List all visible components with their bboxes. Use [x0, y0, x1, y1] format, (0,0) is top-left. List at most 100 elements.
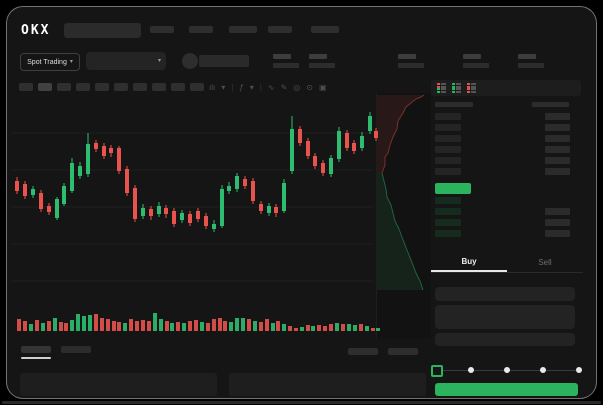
line-tool-icon[interactable]: ∿	[267, 82, 275, 92]
toolbar-divider: |	[259, 82, 262, 92]
amount-field[interactable]	[435, 305, 575, 329]
ask-row[interactable]	[431, 146, 583, 154]
ask-price-bar	[435, 113, 461, 120]
slider-stop-1[interactable]	[468, 367, 474, 373]
ticker-stat-value-3	[398, 63, 424, 68]
ticker-stat-label-4	[463, 54, 481, 59]
tab-sell[interactable]: Sell	[538, 257, 552, 267]
timeframe-button-8[interactable]	[152, 83, 166, 91]
ask-amount-bar	[545, 168, 570, 175]
total-field[interactable]	[435, 333, 575, 346]
bid-row[interactable]	[431, 230, 583, 238]
orderbook-col-header-price	[435, 102, 473, 107]
book-bids-icon[interactable]	[452, 83, 463, 93]
chart-tools: ılı ▾ | ƒ ▾ | ∿ ✎ ◎ ⊙ ▣	[209, 81, 327, 93]
ticker-stat-value-4	[463, 63, 489, 68]
open-orders-panel	[20, 373, 217, 396]
settings-icon[interactable]: ⊙	[306, 82, 313, 92]
ask-amount-bar	[545, 135, 570, 142]
bid-price-bar	[435, 208, 461, 215]
chart-footer-toggle-1[interactable]	[348, 348, 378, 355]
chevron-down-icon[interactable]: ▾	[249, 82, 254, 92]
pair-selector-dropdown[interactable]: ▾	[86, 52, 166, 70]
bid-amount-bar	[545, 208, 570, 215]
coin-icon	[182, 53, 198, 69]
ticker-stat-label-2	[309, 54, 327, 59]
bid-row[interactable]	[431, 219, 583, 227]
chevron-down-icon: ▾	[69, 59, 73, 65]
ask-row[interactable]	[431, 168, 583, 176]
ask-price-bar	[435, 157, 461, 164]
nav-item-5[interactable]	[311, 26, 339, 33]
bid-price-bar	[435, 230, 461, 237]
bid-row[interactable]	[431, 197, 583, 205]
bid-amount-bar	[545, 219, 570, 226]
order-history-panel	[229, 373, 426, 396]
chevron-down-icon: ▾	[157, 58, 161, 64]
ask-amount-bar	[545, 157, 570, 164]
ask-price-bar	[435, 124, 461, 131]
bottom-tab-2[interactable]	[61, 346, 91, 353]
orderbook-col-header-amount	[532, 102, 569, 107]
slider-stop-2[interactable]	[504, 367, 510, 373]
orderbook-view-toggle-row	[431, 80, 581, 96]
bottom-tab-active[interactable]	[21, 346, 51, 353]
ask-price-bar	[435, 135, 461, 142]
ask-amount-bar	[545, 113, 570, 120]
market-type-dropdown[interactable]: Spot Trading ▾	[20, 53, 80, 71]
price-field[interactable]	[435, 287, 575, 301]
market-type-label: Spot Trading	[27, 58, 67, 66]
ticker-stat-label-5	[518, 54, 536, 59]
ask-row[interactable]	[431, 157, 583, 165]
nav-item-2[interactable]	[189, 26, 213, 33]
last-price-bar	[435, 183, 471, 194]
timeframe-button-5[interactable]	[95, 83, 109, 91]
nav-item-3[interactable]	[229, 26, 257, 33]
buy-submit-button[interactable]	[435, 383, 578, 396]
chevron-down-icon[interactable]: ▾	[221, 82, 226, 92]
toolbar-divider: |	[231, 82, 234, 92]
ticker-stat-value-5	[518, 63, 544, 68]
timeframe-button-7[interactable]	[133, 83, 147, 91]
ticker-stat-label-1	[273, 54, 291, 59]
trade-side-tabs: Buy Sell	[431, 252, 583, 273]
camera-icon[interactable]: ◎	[293, 82, 301, 92]
amount-slider-handle[interactable]	[431, 365, 443, 377]
app-window: OKX Spot Trading ▾ ▾ ılı ▾ | ƒ ▾ | ∿ ✎ ◎ ⊙ ▣ Buy S…	[6, 6, 597, 399]
price-chart-canvas[interactable]	[7, 7, 431, 399]
laptop-base	[2, 401, 601, 404]
timeframe-button-9[interactable]	[171, 83, 185, 91]
timeframe-button-6[interactable]	[114, 83, 128, 91]
nav-item-1[interactable]	[150, 26, 174, 33]
fullscreen-icon[interactable]: ▣	[318, 82, 327, 92]
ask-price-bar	[435, 146, 461, 153]
chart-footer-toggle-2[interactable]	[388, 348, 418, 355]
ticker-stat-value-2	[309, 63, 335, 68]
timeframe-button-1[interactable]	[19, 83, 33, 91]
tab-buy[interactable]: Buy	[431, 252, 507, 272]
ticker-stat-label-3	[398, 54, 416, 59]
nav-item-4[interactable]	[268, 26, 292, 33]
bid-row[interactable]	[431, 208, 583, 216]
timeframe-button-2[interactable]	[38, 83, 52, 91]
pair-name-placeholder	[199, 55, 249, 67]
timeframe-button-10[interactable]	[190, 83, 204, 91]
slider-stop-4[interactable]	[576, 367, 582, 373]
ask-amount-bar	[545, 146, 570, 153]
okx-logo[interactable]: OKX	[21, 23, 51, 38]
bottom-tab-underline	[21, 357, 51, 359]
book-asks-icon[interactable]	[467, 83, 478, 93]
bid-price-bar	[435, 219, 461, 226]
search-input[interactable]	[64, 23, 141, 38]
timeframe-button-3[interactable]	[57, 83, 71, 91]
draw-tool-icon[interactable]: ✎	[280, 82, 288, 92]
timeframe-button-4[interactable]	[76, 83, 90, 91]
indicators-icon[interactable]: ƒ	[239, 82, 244, 92]
candle-style-icon[interactable]: ılı	[209, 82, 216, 92]
slider-stop-3[interactable]	[540, 367, 546, 373]
ask-row[interactable]	[431, 124, 583, 132]
bid-price-bar	[435, 197, 461, 204]
ask-row[interactable]	[431, 135, 583, 143]
ask-row[interactable]	[431, 113, 583, 121]
book-combined-icon[interactable]	[437, 83, 448, 93]
